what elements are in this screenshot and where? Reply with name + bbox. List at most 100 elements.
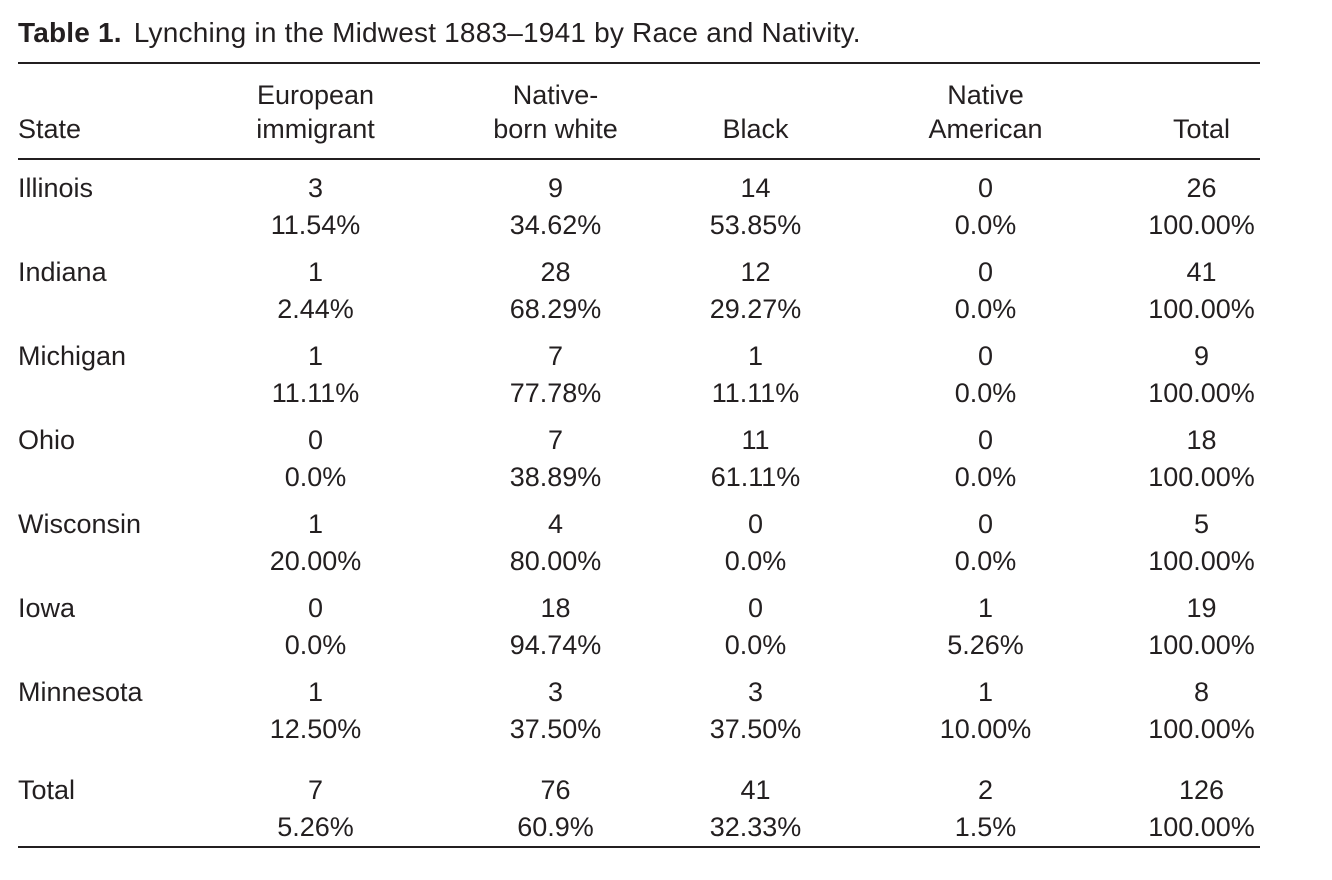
cell-indiana-total: 41 100.00%: [1143, 244, 1260, 328]
cell-percent: 100.00%: [1148, 812, 1255, 842]
cell-michigan-total: 9 100.00%: [1143, 328, 1260, 412]
cell-percent: 94.74%: [509, 630, 602, 660]
cell-count: 9: [547, 173, 564, 203]
cell-illinois-native-american: 0 0.0%: [828, 159, 1143, 244]
cell-count: 7: [547, 341, 564, 371]
cell-percent: 100.00%: [1148, 378, 1255, 408]
cell-ohio-black: 11 61.11%: [683, 412, 828, 496]
cell-wisconsin-native-born-white: 4 80.00%: [428, 496, 683, 580]
cell-count: 3: [547, 677, 564, 707]
cell-count: 76: [540, 775, 571, 805]
cell-count: 7: [547, 425, 564, 455]
cell-minnesota-european-immigrant: 1 12.50%: [203, 664, 428, 748]
cell-iowa-black: 0 0.0%: [683, 580, 828, 664]
cell-count: 1: [307, 509, 324, 539]
cell-percent: 0.0%: [284, 462, 347, 492]
cell-wisconsin-black: 0 0.0%: [683, 496, 828, 580]
cell-minnesota-native-american: 1 10.00%: [828, 664, 1143, 748]
cell-count: 1: [307, 341, 324, 371]
cell-count: 0: [307, 593, 324, 623]
cell-count: 7: [307, 775, 324, 805]
cell-percent: 0.0%: [954, 210, 1017, 240]
cell-percent: 5.26%: [277, 812, 354, 842]
cell-wisconsin-total: 5 100.00%: [1143, 496, 1260, 580]
column-header-state: State: [18, 63, 203, 159]
cell-michigan-european-immigrant: 1 11.11%: [203, 328, 428, 412]
cell-total-european-immigrant: 7 5.26%: [203, 748, 428, 847]
table-row-wisconsin: Wisconsin 1 20.00% 4 80.00% 0 0.0% 0 0.0% 5 100.00…: [18, 496, 1260, 580]
cell-percent: 10.00%: [939, 714, 1032, 744]
cell-michigan-native-american: 0 0.0%: [828, 328, 1143, 412]
column-header-line: American: [928, 114, 1043, 144]
cell-percent: 0.0%: [954, 546, 1017, 576]
cell-minnesota-total: 8 100.00%: [1143, 664, 1260, 748]
cell-count: 18: [540, 593, 571, 623]
cell-percent: 100.00%: [1148, 546, 1255, 576]
cell-percent: 100.00%: [1148, 294, 1255, 324]
cell-percent: 77.78%: [509, 378, 602, 408]
table-caption-text: Lynching in the Midwest 1883–1941 by Rac…: [133, 17, 861, 48]
cell-count: 11: [741, 425, 770, 455]
cell-count: 19: [1186, 593, 1217, 623]
cell-percent: 60.9%: [517, 812, 594, 842]
cell-count: 1: [747, 341, 764, 371]
cell-percent: 0.0%: [284, 630, 347, 660]
column-header-european-immigrant: European immigrant: [203, 63, 428, 159]
table-row-iowa: Iowa 0 0.0% 18 94.74% 0 0.0% 1 5.26% 19 100.00%: [18, 580, 1260, 664]
cell-total-native-american: 2 1.5%: [828, 748, 1143, 847]
cell-count: 0: [747, 593, 764, 623]
cell-iowa-european-immigrant: 0 0.0%: [203, 580, 428, 664]
row-label-wisconsin: Wisconsin: [18, 509, 142, 539]
cell-percent: 68.29%: [509, 294, 602, 324]
cell-ohio-total: 18 100.00%: [1143, 412, 1260, 496]
cell-count: 41: [1186, 257, 1217, 287]
cell-percent: 11.11%: [271, 378, 360, 408]
cell-count: 0: [977, 257, 994, 287]
cell-percent: 29.27%: [709, 294, 802, 324]
cell-percent: 0.0%: [954, 378, 1017, 408]
cell-count: 3: [307, 173, 324, 203]
cell-illinois-european-immigrant: 3 11.54%: [203, 159, 428, 244]
cell-count: 0: [977, 509, 994, 539]
cell-count: 9: [1193, 341, 1210, 371]
cell-percent: 1.5%: [954, 812, 1017, 842]
cell-percent: 100.00%: [1148, 462, 1255, 492]
column-header-native-born-white: Native-born white: [428, 63, 683, 159]
cell-indiana-native-american: 0 0.0%: [828, 244, 1143, 328]
cell-percent: 100.00%: [1148, 210, 1255, 240]
cell-percent: 0.0%: [954, 294, 1017, 324]
cell-ohio-native-american: 0 0.0%: [828, 412, 1143, 496]
cell-percent: 12.50%: [269, 714, 362, 744]
cell-count: 18: [1186, 425, 1217, 455]
column-header-line: Native: [947, 80, 1024, 110]
table-row-michigan: Michigan 1 11.11% 7 77.78% 1 11.11% 0 0.0% 9 100.0…: [18, 328, 1260, 412]
column-header-line: Total: [1172, 114, 1231, 144]
cell-count: 8: [1193, 677, 1210, 707]
table-caption-label: Table 1.: [18, 17, 122, 48]
cell-percent: 0.0%: [954, 462, 1017, 492]
row-label-iowa: Iowa: [18, 593, 76, 623]
cell-count: 126: [1178, 775, 1225, 805]
cell-count: 0: [977, 425, 994, 455]
cell-iowa-total: 19 100.00%: [1143, 580, 1260, 664]
column-header-total: Total: [1143, 63, 1260, 159]
cell-percent: 80.00%: [509, 546, 602, 576]
cell-count: 12: [740, 257, 771, 287]
cell-indiana-black: 12 29.27%: [683, 244, 828, 328]
cell-ohio-native-born-white: 7 38.89%: [428, 412, 683, 496]
cell-illinois-total: 26 100.00%: [1143, 159, 1260, 244]
cell-count: 0: [307, 425, 324, 455]
table-row-indiana: Indiana 1 2.44% 28 68.29% 12 29.27% 0 0.0% 41 100.…: [18, 244, 1260, 328]
row-label-total: Total: [18, 775, 76, 805]
cell-percent: 100.00%: [1148, 630, 1255, 660]
cell-illinois-native-born-white: 9 34.62%: [428, 159, 683, 244]
row-label-illinois: Illinois: [18, 173, 94, 203]
cell-count: 1: [977, 593, 994, 623]
row-label-ohio: Ohio: [18, 425, 76, 455]
table-body: Illinois 3 11.54% 9 34.62% 14 53.85% 0 0.0% 26 100…: [18, 159, 1260, 847]
cell-iowa-native-american: 1 5.26%: [828, 580, 1143, 664]
cell-iowa-native-born-white: 18 94.74%: [428, 580, 683, 664]
table-row-ohio: Ohio 0 0.0% 7 38.89% 11 61.11% 0 0.0% 18 100.00%: [18, 412, 1260, 496]
cell-percent: 11.54%: [270, 210, 361, 240]
row-label-michigan: Michigan: [18, 341, 127, 371]
